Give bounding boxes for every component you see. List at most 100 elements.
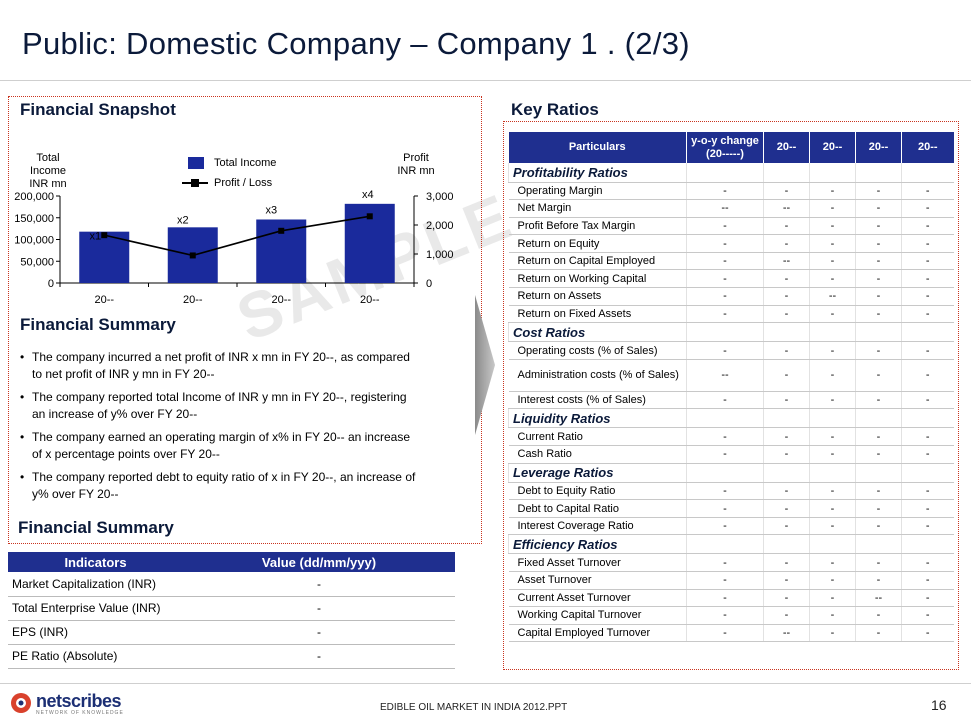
ratio-value: - bbox=[855, 252, 902, 271]
ratio-value: - bbox=[809, 252, 856, 271]
table-row: Current Ratio - - - - - bbox=[508, 427, 954, 447]
ratio-value: - bbox=[809, 341, 856, 360]
ratio-group-blank bbox=[855, 163, 902, 183]
y-right-tick-label: 2,000 bbox=[426, 220, 454, 232]
yoy-change-header: y-o-y change (20-----) bbox=[686, 132, 764, 163]
y-left-tick-label: 200,000 bbox=[14, 191, 54, 203]
ratio-group-blank bbox=[809, 163, 856, 183]
ratio-value: - bbox=[686, 305, 764, 324]
ratio-value: - bbox=[901, 589, 954, 608]
ratio-label: Current Asset Turnover bbox=[508, 589, 687, 608]
ratio-value: - bbox=[901, 182, 954, 201]
ratio-value: - bbox=[809, 517, 856, 536]
key-ratios-table: Particulars y-o-y change (20-----) 20-- … bbox=[508, 132, 954, 643]
value-col-header: Value (dd/mm/yyy) bbox=[183, 552, 455, 572]
ratio-value: - bbox=[763, 305, 810, 324]
indicator-value: - bbox=[183, 620, 455, 645]
table-row: Cash Ratio - - - - - bbox=[508, 445, 954, 464]
ratio-group-blank bbox=[855, 408, 902, 429]
ratio-value: - bbox=[855, 606, 902, 625]
ratio-value: - bbox=[686, 217, 764, 236]
legend-bar-swatch bbox=[188, 157, 204, 169]
ratio-value: - bbox=[901, 553, 954, 572]
ratio-value: - bbox=[809, 217, 856, 236]
summary-bullet: The company reported total Income of INR… bbox=[20, 389, 420, 423]
table-row: Market Capitalization (INR) - bbox=[8, 572, 455, 597]
table-row: Fixed Asset Turnover - - - - - bbox=[508, 553, 954, 572]
ratio-label: Debt to Capital Ratio bbox=[508, 499, 687, 518]
legend-marker bbox=[191, 179, 199, 187]
ratio-value: - bbox=[686, 445, 764, 464]
indicator-label: Market Capitalization (INR) bbox=[8, 572, 183, 597]
table-row: Return on Working Capital - - - - - bbox=[508, 269, 954, 289]
financial-summary-heading: Financial Summary bbox=[20, 315, 176, 334]
ratio-group-blank bbox=[686, 463, 764, 483]
ratio-value: - bbox=[855, 482, 902, 501]
ratio-value: - bbox=[686, 341, 764, 360]
table-row: Return on Assets - - -- - - bbox=[508, 287, 954, 306]
ratio-value: - bbox=[901, 606, 954, 625]
ratio-value: - bbox=[901, 571, 954, 590]
ratio-value: - bbox=[763, 589, 810, 608]
table-row: EPS (INR) - bbox=[8, 620, 455, 645]
ratio-group-blank bbox=[686, 322, 764, 343]
year-header: 20-- bbox=[855, 132, 902, 163]
ratio-label: Capital Employed Turnover bbox=[508, 624, 687, 643]
ratio-label: Net Margin bbox=[508, 199, 687, 218]
ratio-value: -- bbox=[686, 199, 764, 218]
y-right-tick-label: 3,000 bbox=[426, 191, 454, 203]
ratio-value: - bbox=[809, 606, 856, 625]
x-tick-label: 20-- bbox=[183, 294, 203, 306]
ratio-value: - bbox=[763, 571, 810, 590]
ratio-value: - bbox=[809, 445, 856, 464]
legend-item-profit-loss: Profit / Loss bbox=[182, 173, 302, 193]
legend-item-total-income: Total Income bbox=[182, 153, 302, 173]
ratio-group-row: Leverage Ratios bbox=[508, 463, 954, 483]
ratio-label: Asset Turnover bbox=[508, 571, 687, 590]
ratio-group-label: Liquidity Ratios bbox=[508, 408, 687, 429]
footer-divider bbox=[0, 683, 971, 684]
ratio-value: - bbox=[901, 217, 954, 236]
logo-mark-icon bbox=[11, 693, 31, 713]
summary-bullet: The company reported debt to equity rati… bbox=[20, 469, 420, 503]
ratio-value: - bbox=[809, 359, 856, 392]
ratio-group-blank bbox=[763, 163, 810, 183]
table-row: Profit Before Tax Margin - - - - - bbox=[508, 217, 954, 236]
ratio-group-row: Liquidity Ratios bbox=[508, 408, 954, 429]
ratio-label: Current Ratio bbox=[508, 427, 687, 447]
profit-marker bbox=[189, 252, 196, 259]
chart-bar bbox=[79, 231, 130, 283]
ratio-value: - bbox=[855, 391, 902, 410]
ratio-value: - bbox=[809, 499, 856, 518]
ratio-value: - bbox=[686, 624, 764, 643]
slide-title: Public: Domestic Company – Company 1 . (… bbox=[22, 26, 690, 61]
ratio-value: - bbox=[763, 341, 810, 360]
ratio-value: - bbox=[809, 305, 856, 324]
ratio-value: - bbox=[855, 499, 902, 518]
page-number: 16 bbox=[931, 697, 947, 713]
ratio-value: - bbox=[901, 199, 954, 218]
footer-filename: EDIBLE OIL MARKET IN INDIA 2012.PPT bbox=[380, 702, 568, 713]
ratio-value: - bbox=[763, 269, 810, 289]
table-row: Net Margin -- -- - - - bbox=[508, 199, 954, 218]
ratio-label: Return on Equity bbox=[508, 234, 687, 253]
bar-data-label: x1 bbox=[89, 231, 101, 243]
ratio-label: Return on Fixed Assets bbox=[508, 305, 687, 324]
ratio-label: Operating costs (% of Sales) bbox=[508, 341, 687, 360]
ratio-value: - bbox=[809, 391, 856, 410]
ratio-value: - bbox=[855, 445, 902, 464]
indicator-value: - bbox=[183, 644, 455, 669]
ratio-label: Interest costs (% of Sales) bbox=[508, 391, 687, 410]
ratio-value: -- bbox=[809, 287, 856, 306]
ratio-value: - bbox=[763, 499, 810, 518]
x-tick-label: 20-- bbox=[94, 294, 114, 306]
indicator-label: EPS (INR) bbox=[8, 620, 183, 645]
ratio-value: - bbox=[686, 589, 764, 608]
indicators-col-header: Indicators bbox=[8, 552, 183, 572]
ratio-value: - bbox=[763, 287, 810, 306]
indicators-table: Indicators Value (dd/mm/yyy) Market Capi… bbox=[8, 552, 455, 669]
ratio-value: - bbox=[809, 571, 856, 590]
ratio-value: - bbox=[855, 624, 902, 643]
table-row: Capital Employed Turnover - -- - - - bbox=[508, 624, 954, 643]
ratio-group-blank bbox=[901, 534, 954, 555]
